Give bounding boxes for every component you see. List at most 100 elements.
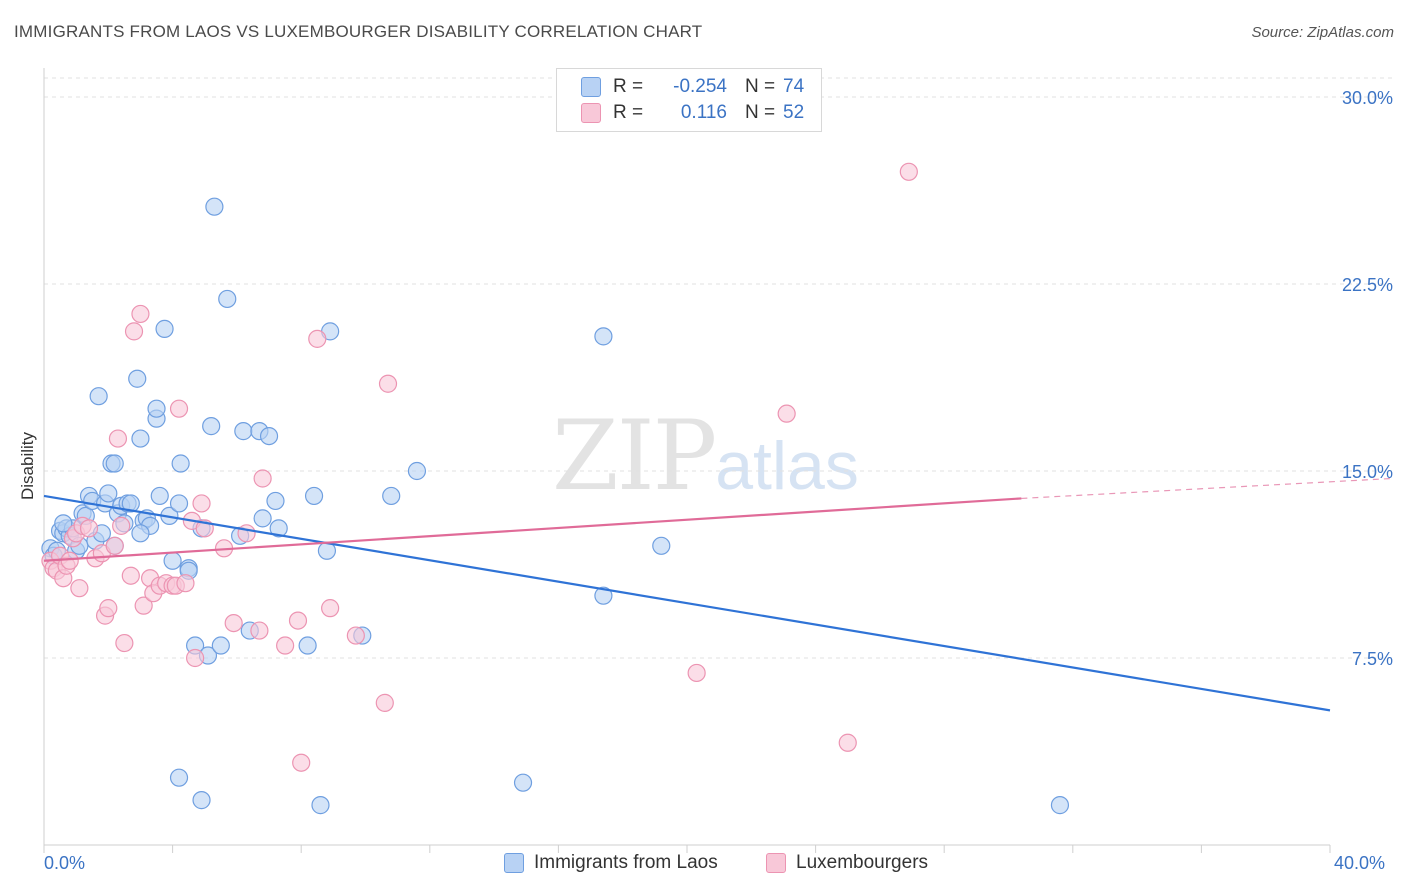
legend-item-laos[interactable]: Immigrants from Laos [504,852,718,874]
point-laos [652,536,671,555]
point-laos [298,636,317,655]
point-luxembourgers [121,566,140,585]
point-laos [131,524,150,543]
point-laos [218,289,237,309]
point-laos [169,494,189,513]
series-legend: Immigrants from Laos Luxembourgers [0,852,1406,878]
watermark-zip: ZIP [552,400,717,512]
point-luxembourgers [308,329,327,348]
point-luxembourgers [70,579,89,598]
chart-title: IMMIGRANTS FROM LAOS VS LUXEMBOURGER DIS… [14,22,703,41]
point-laos [128,369,147,388]
point-luxembourgers [124,322,144,341]
point-laos [202,417,221,436]
r-label: R = [613,76,644,97]
point-laos [211,636,230,655]
n-label: N = [745,102,776,123]
point-luxembourgers [687,663,706,683]
y-tick-label: 7.5% [1352,649,1393,669]
trendline-luxembourgers [43,497,1022,562]
point-laos [269,519,288,538]
point-laos [253,509,272,528]
point-laos [266,491,285,511]
point-laos [150,486,169,506]
point-luxembourgers [899,162,918,181]
x-tick-label-max: 40.0% [1334,853,1386,873]
point-laos [304,486,324,506]
legend-swatch-luxembourgers [581,103,601,123]
point-luxembourgers [378,374,398,393]
point-luxembourgers [838,733,857,752]
y-tick-label: 22.5% [1342,275,1393,295]
point-luxembourgers [169,399,189,418]
y-tick-label: 30.0% [1342,88,1393,108]
trendline-extension-luxembourgers [1021,477,1393,500]
point-laos [407,461,427,481]
point-laos [171,454,190,473]
point-laos [155,319,174,338]
point-laos [121,494,140,513]
watermark-atlas: atlas [715,428,859,504]
point-laos [169,768,189,787]
point-luxembourgers [176,574,195,593]
point-laos [89,387,108,406]
legend-swatch-luxembourgers [766,853,786,873]
r-label: R = [613,102,644,123]
point-laos [105,454,124,473]
point-luxembourgers [224,613,243,633]
point-luxembourgers [186,648,205,668]
point-laos [192,791,211,810]
point-laos [205,197,224,216]
legend-label-laos: Immigrants from Laos [534,852,718,873]
point-laos [513,773,533,792]
point-luxembourgers [375,693,394,712]
point-laos [382,486,401,506]
point-luxembourgers [288,611,308,630]
point-laos [311,796,330,815]
point-laos [594,586,613,605]
point-laos [131,429,150,448]
source-label: Source: ZipAtlas.com [1251,24,1394,41]
correlation-legend: R = -0.254 N = 74 R = 0.116 N = 52 [556,68,822,132]
legend-item-luxembourgers[interactable]: Luxembourgers [766,852,928,874]
point-luxembourgers [253,469,272,488]
point-luxembourgers [105,536,124,555]
point-luxembourgers [131,304,150,324]
point-laos [147,399,166,418]
point-luxembourgers [346,626,365,645]
point-laos [1050,796,1070,815]
watermark: ZIPatlas [552,400,859,512]
point-luxembourgers [321,599,340,618]
r-value-laos: -0.254 [673,76,727,97]
point-luxembourgers [134,596,153,615]
point-luxembourgers [250,621,269,640]
y-axis-label: Disability [18,431,37,500]
r-value-luxembourgers: 0.116 [680,102,727,123]
point-luxembourgers [777,404,796,423]
point-luxembourgers [276,636,295,655]
point-luxembourgers [292,753,311,772]
y-tick-label: 15.0% [1342,462,1393,482]
point-luxembourgers [60,551,79,570]
point-luxembourgers [112,516,131,535]
legend-label-luxembourgers: Luxembourgers [796,852,929,873]
legend-swatch-laos [581,77,601,97]
point-luxembourgers [108,429,128,448]
n-value-luxembourgers: 52 [783,102,805,123]
legend-row-luxembourgers: R = 0.116 N = 52 [581,100,804,126]
legend-row-laos: R = -0.254 N = 74 [581,74,804,100]
point-luxembourgers [79,519,99,538]
point-luxembourgers [237,524,256,543]
point-luxembourgers [192,494,211,513]
n-label: N = [745,76,776,97]
point-laos [54,514,73,533]
point-laos [594,327,613,346]
point-laos [234,422,253,441]
point-luxembourgers [115,633,134,653]
point-laos [163,551,182,570]
point-luxembourgers [99,599,118,618]
legend-swatch-laos [504,853,524,873]
n-value-laos: 74 [783,76,805,97]
x-tick-label-min: 0.0% [44,853,86,873]
